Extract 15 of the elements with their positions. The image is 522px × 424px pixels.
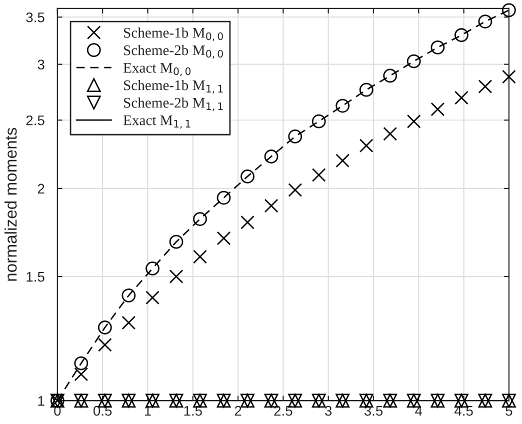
- legend-label: Scheme-1b M$_{0,0}$: [124, 27, 223, 42]
- x-tick-label: 3: [325, 406, 332, 416]
- y-tick-label: 2: [38, 184, 44, 194]
- legend-label: Exact M$_{1,1}$: [123, 116, 190, 129]
- legend-label: Exact M$_{0,0}$: [123, 63, 191, 76]
- y-axis-title: normalized moments: [4, 128, 17, 281]
- x-tick-label: 2: [234, 406, 242, 416]
- y-tick-label: 3.5: [26, 12, 44, 22]
- legend-label: Scheme-2b M$_{1,1}$: [124, 97, 223, 112]
- y-tick-label: 1.5: [26, 272, 44, 282]
- legend-label: Scheme-2b M$_{0,0}$: [124, 44, 223, 59]
- legend-label: Scheme-1b M$_{1,1}$: [124, 80, 223, 94]
- y-tick-label: 2.5: [26, 115, 44, 126]
- y-tick-label: 1: [38, 396, 44, 406]
- y-tick-label: 3: [38, 60, 44, 70]
